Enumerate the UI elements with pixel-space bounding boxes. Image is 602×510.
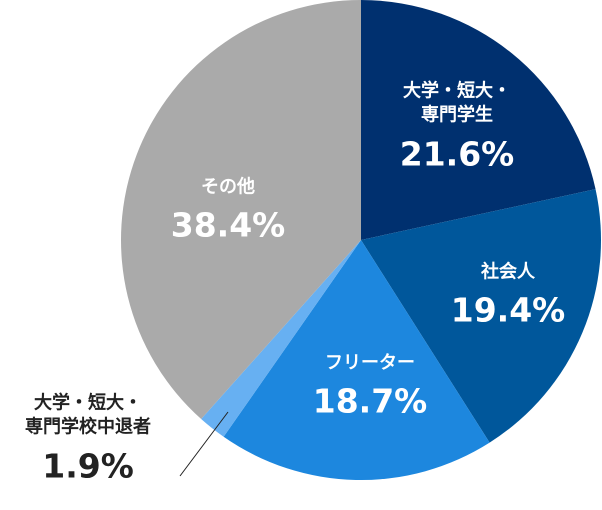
slice-percent: 38.4%: [170, 205, 286, 245]
slice-label-dropouts: 大学・短大・ 専門学校中退者 1.9%: [25, 391, 151, 488]
slice-category: 大学・短大・: [403, 80, 511, 102]
slice-category: 専門学校中退者: [25, 416, 151, 438]
leader-line: [179, 411, 229, 477]
slice-percent: 19.4%: [450, 290, 566, 330]
slice-label-other: その他 38.4%: [171, 176, 286, 249]
slice-category: 大学・短大・: [34, 392, 142, 414]
slice-category: 専門学生: [421, 104, 493, 126]
slice-percent: 1.9%: [42, 446, 134, 486]
pie-slice-3: [201, 240, 361, 437]
pie-slice-0: [361, 0, 596, 240]
slice-category: フリーター: [325, 352, 415, 374]
slice-label-students: 大学・短大・ 専門学生 21.6%: [400, 79, 515, 176]
slice-label-working: 社会人 19.4%: [451, 261, 566, 334]
slice-label-freeter: フリーター 18.7%: [313, 352, 428, 425]
pie-slice-2: [223, 240, 490, 481]
slice-category: 社会人: [481, 261, 535, 283]
pie-slice-1: [361, 189, 602, 443]
slice-percent: 21.6%: [399, 134, 515, 174]
slice-percent: 18.7%: [312, 381, 428, 421]
pie-slice-4: [120, 0, 361, 420]
slice-category: その他: [201, 176, 255, 198]
